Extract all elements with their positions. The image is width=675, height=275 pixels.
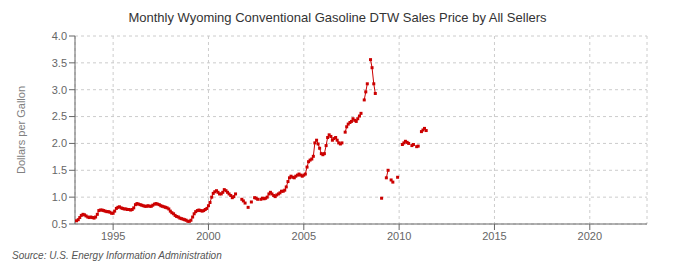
svg-text:2010: 2010 <box>387 230 411 242</box>
svg-text:1.5: 1.5 <box>52 164 67 176</box>
svg-text:Dollars per Gallon: Dollars per Gallon <box>15 86 27 174</box>
svg-text:3.0: 3.0 <box>52 84 67 96</box>
svg-text:4.0: 4.0 <box>52 30 67 42</box>
svg-text:0.5: 0.5 <box>52 218 67 230</box>
svg-text:3.5: 3.5 <box>52 57 67 69</box>
html-text:Source: U.S. Energy Informatio: Source: U.S. Energy Information Administ… <box>12 250 222 261</box>
svg-text:2015: 2015 <box>482 230 506 242</box>
svg-text:1995: 1995 <box>101 230 125 242</box>
svg-text:2005: 2005 <box>292 230 316 242</box>
svg-text:2.5: 2.5 <box>52 110 67 122</box>
svg-text:2.0: 2.0 <box>52 137 67 149</box>
svg-text:1.0: 1.0 <box>52 191 67 203</box>
svg-text:2020: 2020 <box>578 230 602 242</box>
html-text:Monthly Wyoming Conventional G: Monthly Wyoming Conventional Gasoline DT… <box>128 10 547 25</box>
svg-text:2000: 2000 <box>196 230 220 242</box>
